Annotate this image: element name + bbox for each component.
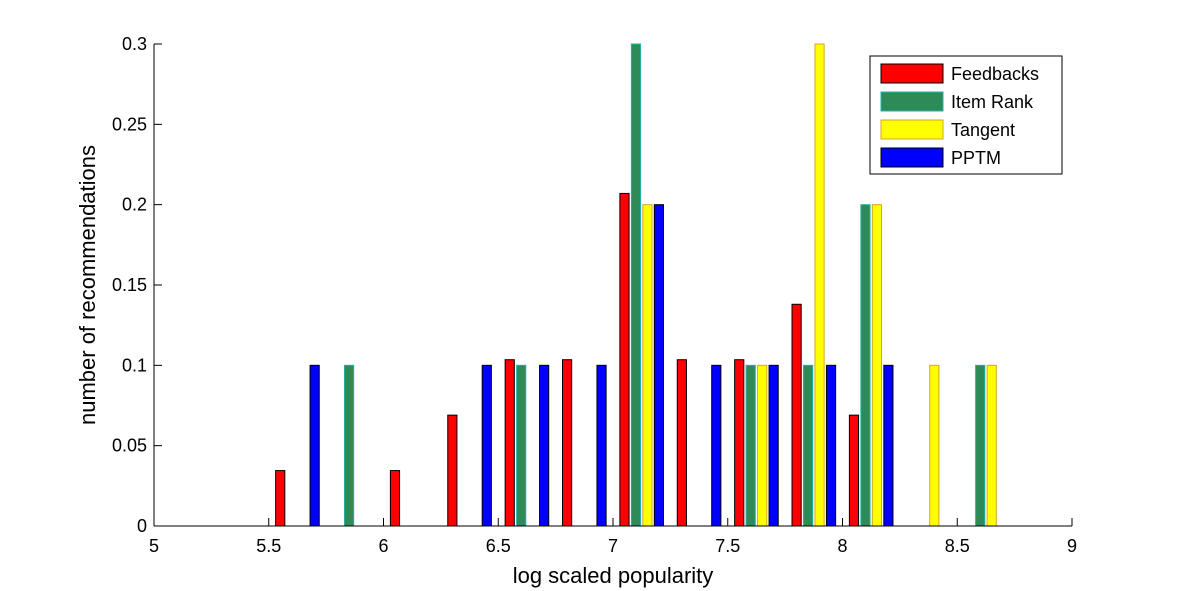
bar-tangent-14 <box>986 364 997 527</box>
bar-pptm-12 <box>883 364 894 527</box>
bar-pptm-5 <box>481 364 492 527</box>
bar-tangent-11 <box>814 43 825 527</box>
bar-feedbacks-6 <box>504 359 515 527</box>
bar-pptm-10 <box>768 364 779 527</box>
x-tick-label: 6 <box>378 536 388 556</box>
bar-item-rank-11 <box>802 364 814 527</box>
bar-item-rank-3 <box>343 364 355 527</box>
y-tick-label: 0 <box>137 516 147 536</box>
x-tick-label: 7.5 <box>715 536 740 556</box>
bar-feedbacks-4 <box>389 470 401 527</box>
bar-feedbacks-9 <box>676 359 687 527</box>
y-tick-label: 0.2 <box>122 195 147 215</box>
bar-item-rank-10 <box>745 364 756 527</box>
bar-pptm-9 <box>711 364 722 527</box>
bar-feedbacks-7 <box>562 359 573 527</box>
y-tick-label: 0.05 <box>112 436 147 456</box>
bar-item-rank-14 <box>975 364 986 527</box>
bar-item-rank-8 <box>630 43 642 527</box>
legend-label-pptm: PPTM <box>951 148 1001 168</box>
ticks-group: 5 5.5 6 6.5 7 7.5 8 8.5 9 0 0.05 0.1 0.15 0.2 0.25 0.3 <box>112 34 1077 556</box>
legend-swatch-item-rank <box>880 91 944 112</box>
x-tick-label: 5 <box>149 536 159 556</box>
y-tick-label: 0.15 <box>112 275 147 295</box>
legend-label-item-rank: Item Rank <box>951 92 1034 112</box>
y-axis-label: number of recommendations <box>75 145 100 425</box>
bar-feedbacks-5 <box>447 414 458 527</box>
legend-label-feedbacks: Feedbacks <box>951 64 1039 84</box>
bar-feedbacks-11 <box>791 303 802 527</box>
y-tick-label: 0.25 <box>112 114 147 134</box>
bar-feedbacks-2 <box>275 470 286 527</box>
legend-swatch-tangent <box>880 119 944 140</box>
x-tick-label: 8 <box>837 536 847 556</box>
bar-pptm-2 <box>309 364 320 527</box>
x-tick-label: 7 <box>608 536 618 556</box>
bar-item-rank-6 <box>516 364 527 527</box>
bar-pptm-6 <box>539 364 550 527</box>
bar-item-rank-12 <box>860 204 871 527</box>
bar-feedbacks-10 <box>734 359 745 527</box>
bar-pptm-11 <box>825 364 837 527</box>
bar-feedbacks-8 <box>619 192 630 527</box>
y-tick-label: 0.1 <box>122 355 147 375</box>
legend: Feedbacks Item Rank Tangent PPTM <box>869 55 1063 175</box>
bar-tangent-8 <box>642 204 653 527</box>
x-tick-label: 8.5 <box>945 536 970 556</box>
legend-label-tangent: Tangent <box>951 120 1015 140</box>
bar-feedbacks-12 <box>848 414 860 527</box>
x-tick-label: 9 <box>1067 536 1077 556</box>
legend-swatch-feedbacks <box>880 63 944 84</box>
bar-pptm-8 <box>653 204 664 527</box>
bar-tangent-12 <box>871 204 883 527</box>
bar-tangent-10 <box>757 364 768 527</box>
legend-swatch-pptm <box>880 147 944 168</box>
x-axis-label: log scaled popularity <box>513 563 714 588</box>
x-tick-label: 5.5 <box>256 536 281 556</box>
bar-tangent-13 <box>929 364 940 527</box>
y-tick-label: 0.3 <box>122 34 147 54</box>
x-tick-label: 6.5 <box>486 536 511 556</box>
bar-pptm-7 <box>596 364 607 527</box>
